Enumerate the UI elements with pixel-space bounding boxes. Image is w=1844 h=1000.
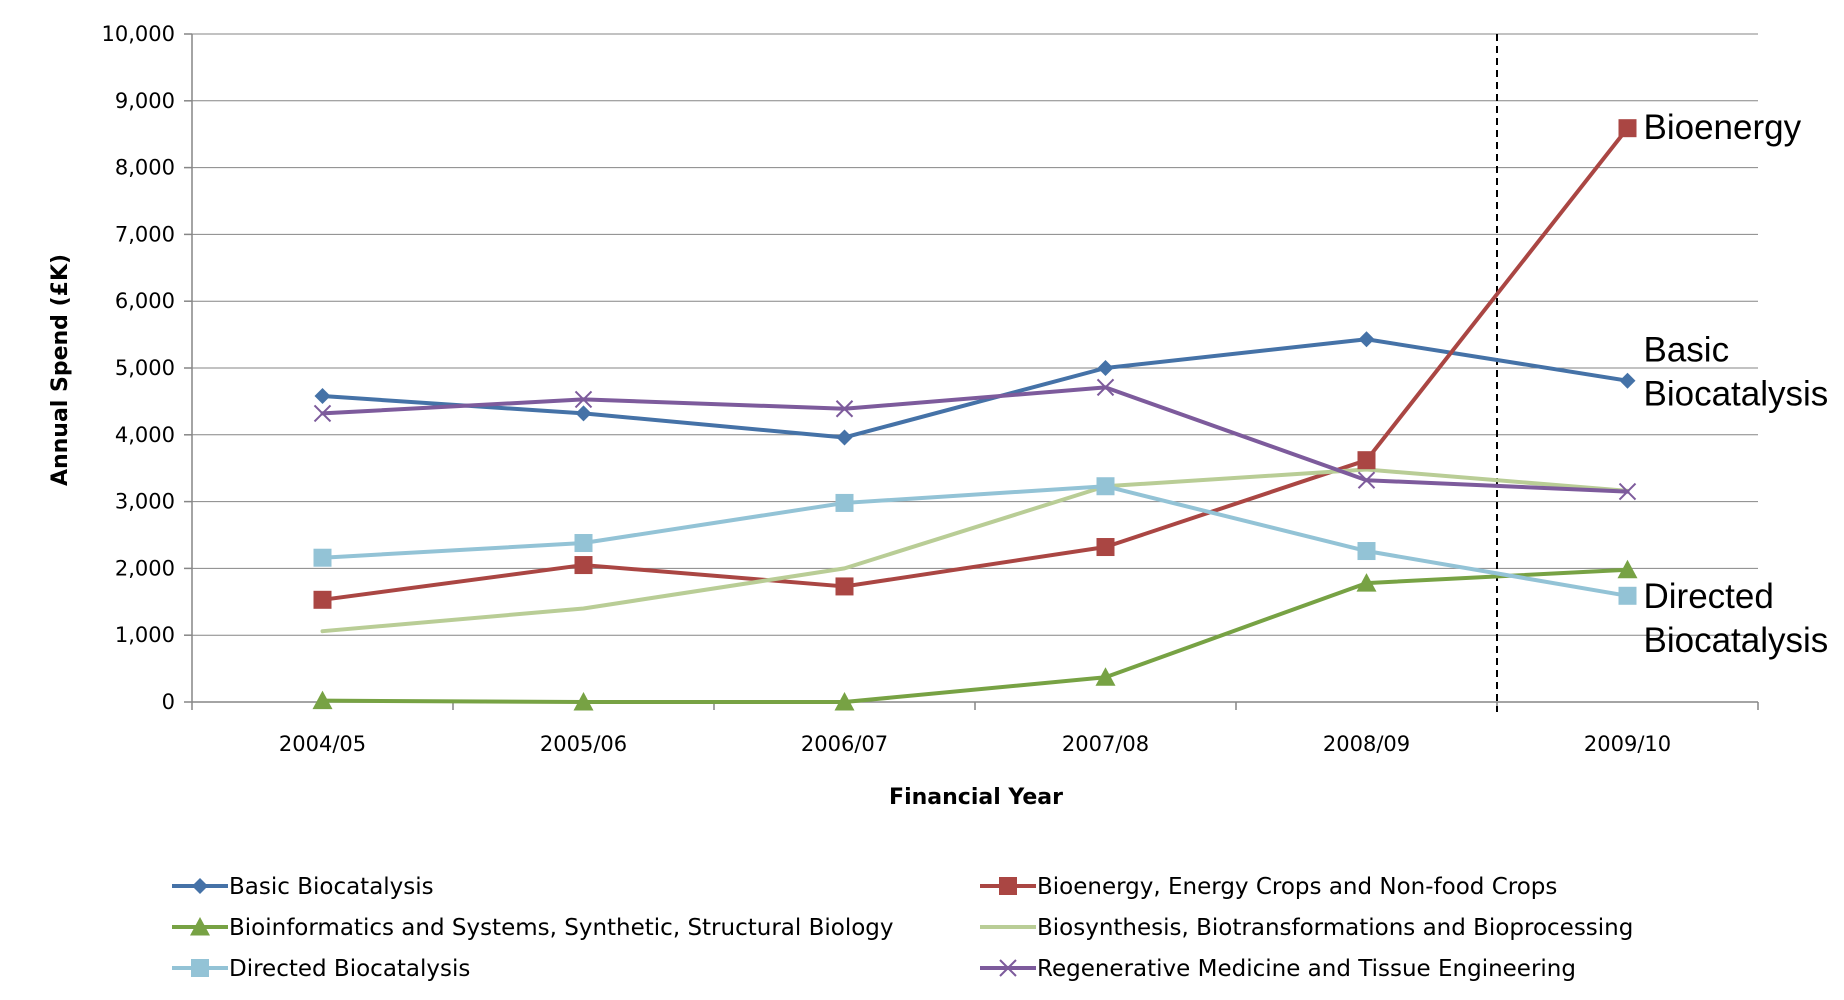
x-marker-stroke — [1618, 482, 1637, 501]
series-line-bioinformatics-and-systems-synthetic-structural-biology — [320, 567, 1630, 704]
annotations: Bioenergy Basic Biocatalysis Directed Biocat… — [1644, 108, 1829, 660]
data-point-regenerative-medicine-and-tissue-engineering — [1357, 471, 1376, 489]
markers-group — [312, 119, 1638, 711]
data-point-basic-biocatalysis — [314, 388, 331, 405]
legend-label: Directed Biocatalysis — [229, 956, 470, 982]
series-line-basic-biocatalysis — [320, 337, 1630, 440]
y-tick-label: 7,000 — [115, 222, 175, 246]
data-point-bioenergy-energy-crops-and-non-food-crops — [835, 577, 854, 596]
data-point-basic-biocatalysis — [836, 429, 853, 446]
x-marker-stroke — [313, 404, 332, 423]
x-tick-label: 2006/07 — [801, 732, 888, 756]
y-axis-title: Annual Spend (£K) — [48, 254, 73, 486]
y-tick-label: 2,000 — [115, 556, 175, 580]
y-tick-label: 10,000 — [102, 22, 175, 46]
data-point-bioenergy-energy-crops-and-non-food-crops — [1618, 119, 1637, 138]
x-axis-title: Financial Year — [889, 785, 1063, 810]
data-point-directed-biocatalysis — [1618, 586, 1637, 605]
gridlines — [192, 33, 1758, 636]
annotation-bioenergy: Bioenergy — [1644, 108, 1802, 147]
data-point-basic-biocatalysis — [1097, 360, 1114, 376]
data-point-basic-biocatalysis — [575, 405, 592, 422]
legend-swatch-marker — [999, 959, 1017, 977]
data-point-basic-biocatalysis — [1619, 372, 1636, 389]
axes: 0 1,000 2,000 3,000 4,000 5,000 6,000 7,000 8,00… — [102, 22, 1759, 756]
legend-swatch-marker — [191, 959, 209, 977]
annotation-line: Biocatalysis — [1644, 621, 1829, 660]
legend-label: Bioenergy, Energy Crops and Non-food Cro… — [1037, 874, 1557, 900]
y-tick-label: 3,000 — [115, 490, 175, 514]
data-point-bioinformatics-and-systems-synthetic-structural-biology — [573, 692, 594, 711]
x-marker-stroke — [999, 959, 1017, 977]
legend-label: Biosynthesis, Biotransformations and Bio… — [1037, 915, 1633, 941]
annotation-line: Bioenergy — [1644, 108, 1802, 147]
data-point-regenerative-medicine-and-tissue-engineering — [835, 400, 854, 418]
x-marker-stroke — [835, 400, 854, 418]
legend-label: Bioinformatics and Systems, Synthetic, S… — [229, 915, 894, 941]
data-point-bioinformatics-and-systems-synthetic-structural-biology — [1095, 667, 1116, 686]
data-point-basic-biocatalysis — [1358, 331, 1375, 348]
legend-item-regenerative-medicine-and-tissue-engineering: Regenerative Medicine and Tissue Enginee… — [980, 956, 1576, 982]
annotation-line: Directed — [1644, 577, 1774, 616]
legend-swatch-marker — [999, 877, 1017, 895]
legend-swatch-marker — [190, 917, 210, 936]
x-marker-stroke — [1096, 378, 1115, 397]
data-point-directed-biocatalysis — [1096, 477, 1115, 496]
legend: Basic Biocatalysis Bioenergy, Energy Crop… — [172, 874, 1633, 982]
x-tick-label: 2007/08 — [1062, 732, 1149, 756]
series-line-directed-biocatalysis — [320, 484, 1630, 598]
data-point-regenerative-medicine-and-tissue-engineering — [313, 404, 332, 423]
x-tick-label: 2005/06 — [540, 732, 627, 756]
data-point-regenerative-medicine-and-tissue-engineering — [1618, 482, 1637, 501]
data-point-bioinformatics-and-systems-synthetic-structural-biology — [1356, 573, 1377, 592]
data-point-directed-biocatalysis — [835, 493, 854, 512]
legend-label: Basic Biocatalysis — [229, 874, 434, 900]
data-point-directed-biocatalysis — [1357, 542, 1376, 561]
x-tick-label: 2004/05 — [279, 732, 366, 756]
y-tick-label: 5,000 — [115, 356, 175, 380]
data-point-bioinformatics-and-systems-synthetic-structural-biology — [834, 692, 855, 711]
legend-item-bioinformatics-and-systems-synthetic-structural-biology: Bioinformatics and Systems, Synthetic, S… — [172, 915, 894, 941]
x-tick-label: 2009/10 — [1584, 732, 1671, 756]
legend-item-biosynthesis-biotransformations-and-bioprocessing: Biosynthesis, Biotransformations and Bio… — [980, 915, 1633, 941]
legend-item-basic-biocatalysis: Basic Biocatalysis — [172, 874, 434, 900]
x-marker-stroke — [1357, 471, 1376, 489]
legend-label: Regenerative Medicine and Tissue Enginee… — [1037, 956, 1576, 982]
annotation-basic-biocatalysis: Basic Biocatalysis — [1644, 331, 1829, 414]
data-point-bioinformatics-and-systems-synthetic-structural-biology — [1617, 559, 1638, 579]
data-point-bioinformatics-and-systems-synthetic-structural-biology — [312, 690, 333, 710]
series-line-bioenergy-energy-crops-and-non-food-crops — [320, 126, 1630, 602]
data-point-bioenergy-energy-crops-and-non-food-crops — [1357, 451, 1376, 470]
y-tick-label: 9,000 — [115, 89, 175, 113]
series-line-regenerative-medicine-and-tissue-engineering — [320, 385, 1630, 494]
legend-item-directed-biocatalysis: Directed Biocatalysis — [172, 956, 470, 982]
annotation-line: Biocatalysis — [1644, 375, 1829, 414]
data-point-directed-biocatalysis — [313, 548, 332, 567]
data-point-regenerative-medicine-and-tissue-engineering — [574, 390, 593, 409]
data-point-regenerative-medicine-and-tissue-engineering — [1096, 378, 1115, 397]
data-point-directed-biocatalysis — [574, 534, 593, 553]
x-marker-stroke — [574, 390, 593, 409]
legend-swatch-marker — [192, 878, 208, 894]
y-tick-label: 8,000 — [115, 156, 175, 180]
y-tick-label: 4,000 — [115, 423, 175, 447]
y-tick-label: 6,000 — [115, 289, 175, 313]
y-tick-label: 1,000 — [115, 623, 175, 647]
y-tick-label: 0 — [162, 690, 175, 714]
data-point-bioenergy-energy-crops-and-non-food-crops — [574, 556, 593, 575]
legend-item-bioenergy-energy-crops-and-non-food-crops: Bioenergy, Energy Crops and Non-food Cro… — [980, 874, 1557, 900]
x-tick-label: 2008/09 — [1323, 732, 1410, 756]
series-line-biosynthesis-biotransformations-and-bioprocessing — [320, 467, 1630, 634]
data-point-bioenergy-energy-crops-and-non-food-crops — [313, 590, 332, 609]
annotation-line: Basic — [1644, 331, 1730, 370]
series-group — [320, 126, 1630, 704]
data-point-bioenergy-energy-crops-and-non-food-crops — [1096, 538, 1115, 557]
annotation-directed-biocatalysis: Directed Biocatalysis — [1644, 577, 1829, 660]
